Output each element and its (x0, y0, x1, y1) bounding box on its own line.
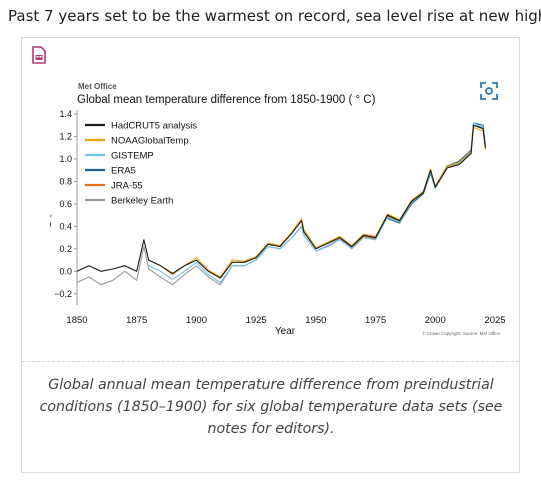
y-tick-label: 0.0 (59, 266, 72, 276)
chart-title: Global mean temperature difference from … (77, 94, 376, 106)
series-line-gistemp (148, 122, 486, 284)
x-tick-label: 2025 (484, 315, 505, 326)
y-tick-label: −0.2 (54, 289, 72, 299)
legend-label: Berkeley Earth (111, 196, 173, 207)
y-tick-label: 0.8 (59, 176, 72, 186)
legend-label: JRA-55 (111, 181, 143, 192)
legend-label: NOAAGlobalTemp (111, 136, 189, 147)
y-tick-label: 1.0 (59, 154, 72, 164)
y-tick-label: 1.2 (59, 131, 72, 141)
series-line-jra-55 (339, 124, 486, 248)
y-tick-label: 0.2 (59, 244, 72, 254)
series-line-era5 (387, 122, 486, 224)
x-axis-label: Year (275, 326, 296, 337)
legend-label: GISTEMP (111, 151, 154, 162)
page-headline: Past 7 years set to be the warmest on re… (8, 7, 541, 25)
x-tick-label: 1875 (126, 315, 147, 326)
series-line-noaaglobaltemp (148, 126, 486, 278)
temperature-chart: Met Office Global mean temperature diffe… (50, 82, 506, 337)
figure-card (21, 37, 520, 473)
chart-copyright: © Crown Copyright. Source: Met Office (422, 330, 500, 336)
x-tick-label: 1925 (246, 315, 267, 326)
x-tick-label: 1975 (365, 315, 386, 326)
chart-brand: Met Office (78, 82, 117, 91)
figure-caption: Global annual mean temperature differenc… (39, 377, 503, 437)
document-icon (32, 46, 46, 64)
x-tick-label: 2000 (425, 315, 446, 326)
y-tick-label: 1.4 (59, 109, 72, 119)
y-tick-label: 0.6 (59, 199, 72, 209)
expand-icon[interactable] (480, 82, 498, 100)
caption-divider (22, 361, 519, 362)
x-tick-label: 1850 (66, 315, 87, 326)
legend-label: ERA5 (111, 166, 136, 177)
y-axis-label: ° C (50, 214, 52, 228)
x-tick-label: 1900 (186, 315, 207, 326)
legend-label: HadCRUT5 analysis (111, 121, 197, 132)
series-line-hadcrut5-analysis (76, 124, 486, 279)
x-tick-label: 1950 (305, 315, 326, 326)
y-tick-label: 0.4 (59, 221, 72, 231)
